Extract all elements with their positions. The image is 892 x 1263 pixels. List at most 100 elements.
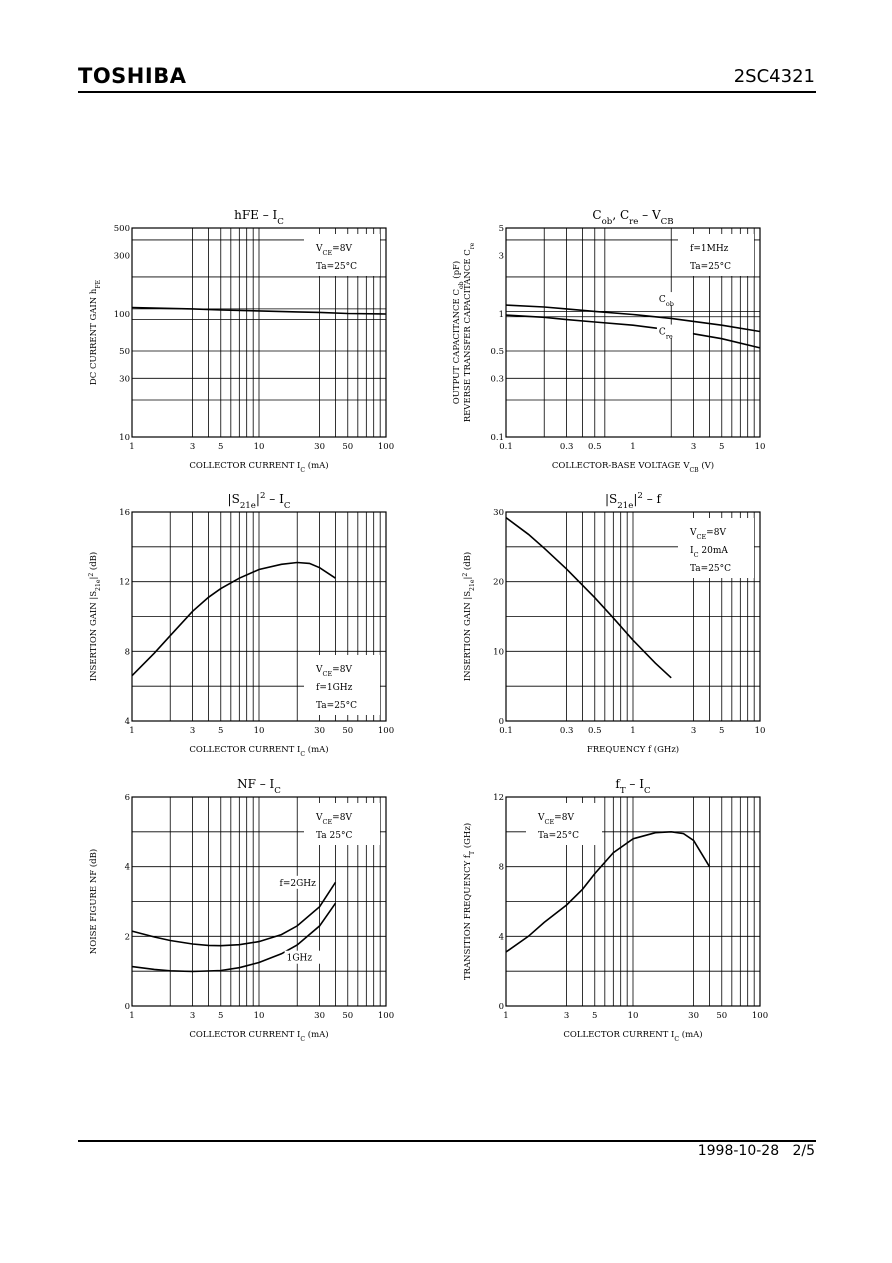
x-tick-label: 30 [314, 442, 325, 452]
x-tick-label: 30 [314, 1011, 325, 1021]
y-tick-label: 20 [493, 578, 504, 588]
brand-logo-text: TOSHIBA [78, 64, 187, 88]
condition-text: Ta 25°C [316, 831, 352, 841]
conditions-box [678, 518, 754, 578]
x-axis-label: FREQUENCY f (GHz) [587, 744, 679, 755]
plot-frame [505, 796, 761, 1007]
series-label-bg [284, 950, 321, 964]
x-tick-label: 1 [503, 1011, 508, 1021]
series-label: Cre [659, 328, 673, 341]
x-tick-label: 5 [719, 726, 724, 736]
y-tick-label: 0.3 [490, 374, 504, 384]
x-tick-label: 1 [129, 442, 134, 452]
footer-rule [78, 1140, 816, 1142]
series-line [505, 314, 761, 349]
chart-title: |S21e|2 – IC [228, 491, 291, 511]
x-tick-label: 100 [378, 442, 394, 452]
series-label: f=2GHz [279, 879, 316, 889]
chart-ft: VCE=8V Ta=25°C 1 3 5 10 30 50 100 0 4 8 12 fT – IC COL… [462, 777, 768, 1043]
x-tick-label: 3 [190, 442, 195, 452]
y-tick-label: 0.5 [490, 347, 504, 357]
y-tick-label: 10 [493, 647, 504, 657]
y-tick-label: 0 [499, 1002, 504, 1012]
series-label: Cob [659, 295, 674, 308]
series-line [131, 306, 387, 315]
series-label-bg [277, 875, 314, 889]
conditions-box [304, 655, 380, 715]
x-axis-label: COLLECTOR CURRENT IC (mA) [189, 744, 328, 758]
y-tick-label: 3 [499, 251, 504, 261]
chart-title: |S21e|2 – f [605, 491, 663, 511]
conditions-box [304, 803, 380, 845]
y-axis-label: INSERTION GAIN |S21e|2 (dB) [462, 552, 476, 682]
x-tick-label: 10 [254, 1011, 265, 1021]
y-tick-label: 0.1 [490, 433, 504, 443]
y-axis-label: DC CURRENT GAIN hFE [89, 280, 102, 385]
x-tick-label: 30 [688, 1011, 699, 1021]
series-line [131, 881, 337, 947]
plot-frame [131, 511, 387, 722]
condition-text: VCE=8V [315, 244, 352, 257]
x-tick-label: 10 [254, 442, 265, 452]
condition-text: f=1GHz [316, 683, 353, 693]
y-tick-label: 10 [119, 433, 130, 443]
footer-info: 1998-10-28 2/5 [698, 1143, 815, 1159]
y-axis-label: INSERTION GAIN |S21e|2 (dB) [88, 552, 102, 682]
x-tick-label: 50 [342, 726, 353, 736]
condition-text: Ta=25°C [690, 564, 731, 574]
y-tick-label: 4 [499, 932, 504, 942]
y-tick-label: 6 [125, 793, 130, 803]
x-axis-label: COLLECTOR CURRENT IC (mA) [563, 1029, 702, 1043]
x-tick-label: 10 [755, 726, 766, 736]
chart-title: Cob, Cre – VCB [592, 208, 673, 227]
x-tick-label: 5 [218, 1011, 223, 1021]
y-tick-label: 12 [119, 578, 130, 588]
condition-text: VCE=8V [537, 813, 574, 826]
series-label: 1GHz [287, 954, 313, 964]
y-axis-label: NOISE FIGURE NF (dB) [88, 849, 99, 954]
y-tick-label: 4 [125, 717, 130, 727]
y-tick-label: 30 [119, 374, 130, 384]
condition-text: VCE=8V [689, 528, 726, 541]
y-tick-label: 16 [119, 508, 130, 518]
x-tick-label: 10 [628, 1011, 639, 1021]
x-tick-label: 1 [129, 1011, 134, 1021]
chart-title: hFE – IC [234, 208, 284, 227]
x-tick-label: 100 [752, 1011, 768, 1021]
x-tick-label: 100 [378, 726, 394, 736]
x-axis-label: COLLECTOR CURRENT IC (mA) [189, 1029, 328, 1043]
x-tick-label: 5 [592, 1011, 597, 1021]
condition-text: f=1MHz [690, 244, 729, 254]
condition-text: Ta=25°C [316, 262, 357, 272]
x-tick-label: 10 [254, 726, 265, 736]
x-tick-label: 0.5 [588, 442, 602, 452]
footer-page: 2/5 [792, 1143, 815, 1159]
chart-nf: VCE=8V Ta 25°C f=2GHz 1GHz 1 3 5 10 30 50 100 0 2 4 6 N… [88, 777, 394, 1043]
x-tick-label: 50 [342, 442, 353, 452]
plot-frame [505, 511, 761, 722]
x-tick-label: 10 [755, 442, 766, 452]
y-axis-label: OUTPUT CAPACITANCE Cob (pF) [451, 261, 465, 404]
x-axis-label: COLLECTOR-BASE VOLTAGE VCB (V) [552, 460, 714, 474]
y-axis-label: REVERSE TRANSFER CAPACITANCE Cre [463, 242, 476, 422]
x-tick-label: 0.1 [499, 726, 513, 736]
plot-frame [131, 227, 387, 438]
x-tick-label: 100 [378, 1011, 394, 1021]
condition-text: VCE=8V [315, 665, 352, 678]
x-tick-label: 5 [218, 442, 223, 452]
x-tick-label: 3 [190, 1011, 195, 1021]
x-tick-label: 3 [564, 1011, 569, 1021]
x-tick-label: 1 [129, 726, 134, 736]
y-tick-label: 4 [125, 863, 130, 873]
chart-title: fT – IC [615, 777, 651, 796]
y-tick-label: 8 [125, 647, 130, 657]
condition-text: Ta=25°C [690, 262, 731, 272]
part-number: 2SC4321 [733, 66, 815, 87]
y-tick-label: 500 [114, 224, 130, 234]
footer-date: 1998-10-28 [697, 1143, 780, 1159]
series-label-bg [656, 324, 693, 338]
chart-title: NF – IC [237, 777, 281, 796]
header-rule [78, 91, 816, 93]
chart-s21_ic: VCE=8V f=1GHz Ta=25°C 1 3 5 10 30 50 100 4 8 12 16 |S2… [88, 491, 395, 758]
